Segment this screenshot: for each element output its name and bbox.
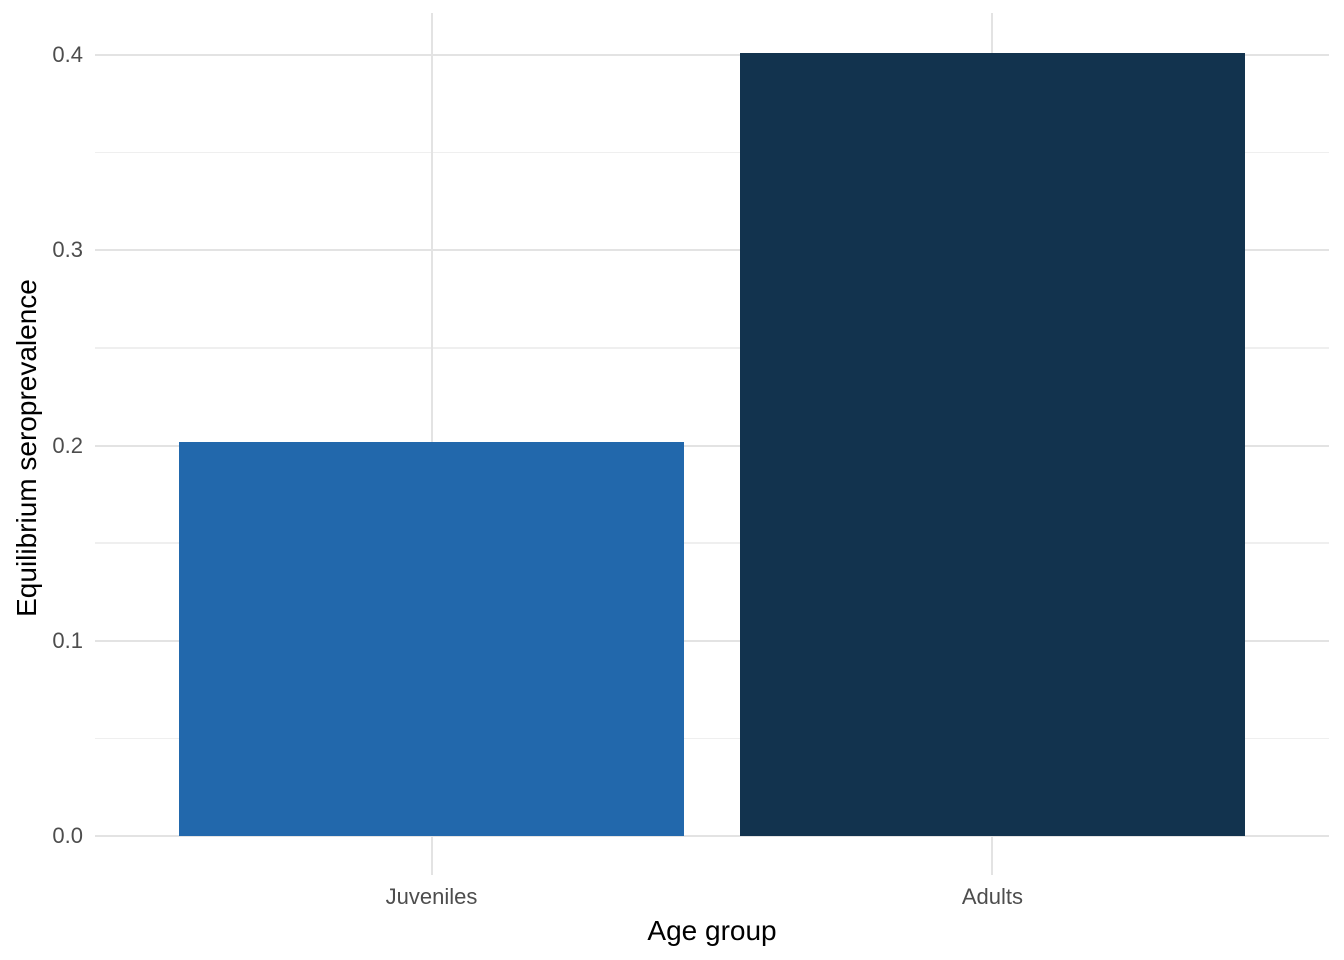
gridline-minor-y-0.05	[95, 737, 1329, 740]
bar-adults	[740, 53, 1245, 836]
y-tick-label-0.0: 0.0	[52, 822, 83, 848]
gridline-minor-y-0.35	[95, 152, 1329, 154]
x-tick-label-juveniles: Juveniles	[385, 884, 478, 909]
gridline-major-y-0.0	[95, 834, 1329, 837]
gridline-major-y-0.1	[95, 639, 1329, 642]
plot-panel	[95, 13, 1329, 875]
x-tick-label-adults: Adults	[961, 884, 1024, 909]
gridline-minor-y-0.15	[95, 542, 1329, 544]
y-tick-label-0.2: 0.2	[52, 432, 83, 458]
x-axis-title: Age group	[647, 915, 777, 946]
gridline-major-y-0.2	[95, 444, 1329, 447]
gridline-major-y-0.3	[95, 249, 1329, 252]
bar-juveniles	[179, 441, 684, 836]
gridline-minor-y-0.25	[95, 347, 1329, 349]
y-tick-label-0.1: 0.1	[52, 627, 83, 653]
y-tick-label-0.4: 0.4	[52, 42, 83, 68]
y-tick-label-0.3: 0.3	[52, 237, 83, 263]
gridline-major-y-0.4	[95, 54, 1329, 57]
